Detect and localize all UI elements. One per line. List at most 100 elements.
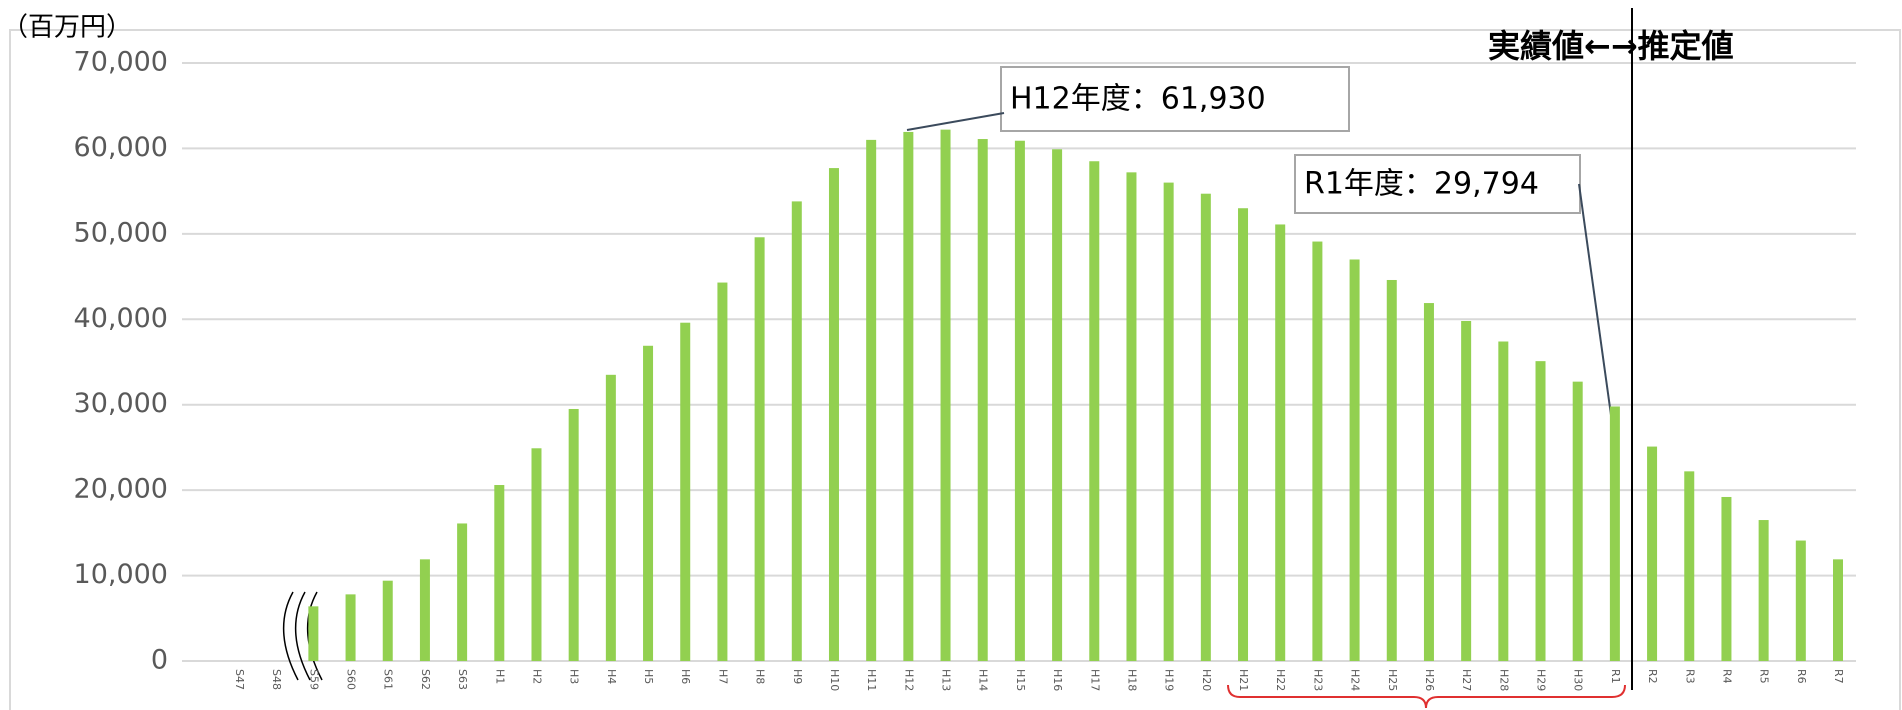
x-tick-label: H4 [605,669,618,684]
x-tick-label: H14 [977,669,990,691]
bar [382,580,393,661]
bar [1163,182,1174,661]
x-tick-label: R1 [1609,669,1622,684]
x-tick-label: H23 [1311,669,1324,691]
bar [1684,471,1695,661]
bar [866,139,877,661]
bar [1647,446,1658,661]
period-label: 実績値←→推定値 [1488,27,1734,65]
bar [1758,520,1769,661]
callout-line [906,112,1005,131]
x-tick-label: H8 [754,669,767,684]
bar [1609,406,1620,661]
bar [1275,224,1286,661]
x-tick-label: H12 [902,669,915,691]
x-tick-label: R3 [1683,669,1696,684]
x-tick-label: H6 [679,669,692,684]
x-tick-label: H24 [1349,669,1362,691]
brace [1227,684,1626,709]
bar [457,523,468,661]
x-tick-label: H20 [1200,669,1213,691]
x-tick-label: S63 [456,669,469,690]
bar [605,374,616,661]
y-tick-label: 60,000 [74,132,168,163]
x-tick-label: H30 [1572,669,1585,691]
bar [1126,172,1137,661]
bar [568,408,579,661]
bar [308,606,319,661]
bar [1833,559,1843,661]
x-tick-label: H3 [568,669,581,684]
bar [680,322,691,661]
x-tick-label: S61 [382,669,395,690]
x-tick-label: S60 [345,669,358,690]
bar [1721,496,1732,661]
x-tick-label: H19 [1163,669,1176,691]
x-tick-label: H27 [1460,669,1473,691]
y-tick-label: 50,000 [74,217,168,248]
bar [754,237,765,661]
x-tick-label: H25 [1386,669,1399,691]
bar [1498,341,1509,661]
y-tick-label: 20,000 [74,474,168,505]
bar [791,201,802,661]
bar [1089,161,1100,661]
x-tick-label: H28 [1497,669,1510,691]
bar [1014,140,1025,662]
bar [977,139,988,661]
x-tick-label: H10 [828,669,841,691]
bar [1461,320,1472,661]
bar [828,168,839,661]
bar [1312,241,1323,661]
x-tick-label: H21 [1237,669,1250,691]
bar [1238,208,1249,661]
x-tick-label: H29 [1535,669,1548,691]
bar [1200,193,1211,661]
y-tick-label: 10,000 [74,559,168,590]
callout-box [1000,66,1350,132]
x-tick-label: R4 [1720,669,1733,684]
bar [1572,381,1583,661]
bar [717,282,728,661]
chart-frame [9,29,1901,710]
y-tick-label: 70,000 [74,47,168,78]
x-tick-label: H17 [1088,669,1101,691]
callout-box [1294,154,1581,214]
callout-text: R1年度：29,794 [1304,167,1539,202]
x-tick-label: R5 [1758,669,1771,684]
bar [494,485,505,661]
x-tick-label: R7 [1832,669,1845,684]
bar [1795,540,1806,661]
x-tick-label: H22 [1274,669,1287,691]
x-tick-label: S59 [307,669,320,690]
bar [531,448,542,661]
x-tick-label: H26 [1423,669,1436,691]
x-tick-label: R2 [1646,669,1659,684]
bar [1386,279,1397,661]
callout-text: H12年度：61,930 [1010,82,1266,117]
callout-line [1578,183,1612,416]
x-tick-label: H1 [493,669,506,684]
x-tick-label: S48 [270,669,283,690]
x-tick-label: H16 [1051,669,1064,691]
bar [345,594,356,661]
bar [903,131,914,661]
bar [1349,259,1360,661]
y-tick-label: 40,000 [74,303,168,334]
bar [1423,303,1434,661]
y-tick-label: 0 [151,645,168,676]
unit-label: （百万円） [2,13,132,43]
x-tick-label: H15 [1014,669,1027,691]
bar [419,559,430,661]
x-tick-label: H5 [642,669,655,684]
bar [643,345,654,661]
x-tick-label: S47 [233,669,246,690]
x-tick-label: H11 [865,669,878,691]
x-tick-label: H13 [940,669,953,691]
x-tick-label: H9 [791,669,804,684]
x-tick-label: R6 [1795,669,1808,684]
bar [1052,149,1063,662]
x-tick-label: S62 [419,669,432,690]
axis-break [282,591,323,681]
